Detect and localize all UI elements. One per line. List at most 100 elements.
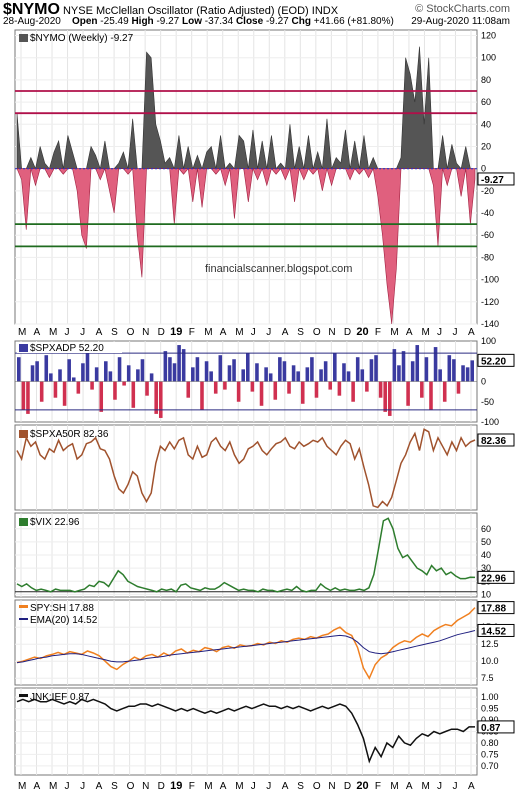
x-axis-label-bottom: N (142, 781, 149, 792)
adp-bar (291, 365, 296, 382)
ema20-legend: EMA(20) 14.52 (30, 615, 98, 626)
brand-date: 29-Aug-2020 11:08am (411, 16, 510, 27)
vix-ytick-label: 50 (481, 537, 491, 547)
adp-bar (49, 373, 53, 382)
adp-bar (236, 381, 241, 402)
adp-bar (186, 381, 191, 398)
nymo-ytick-label: 80 (481, 75, 491, 85)
x-axis-label-bottom: M (235, 781, 243, 792)
header-line-1: $NYMO NYSE McClellan Oscillator (Ratio A… (3, 1, 338, 19)
spxa50r-line (16, 428, 476, 509)
x-axis-label-bottom: A (96, 781, 103, 792)
vix-ytick-label: 30 (481, 563, 491, 573)
x-axis-label-top: M (204, 327, 212, 338)
x-axis-label-bottom: J (251, 781, 256, 792)
nymo-ytick-label: 0 (481, 164, 486, 174)
adp-bar (360, 369, 365, 382)
x-axis-label-top: J (65, 327, 70, 338)
x-axis-label-top: F (189, 327, 195, 338)
adp-bar (94, 367, 99, 382)
adp-bar (246, 353, 250, 382)
adp-bar (387, 381, 392, 416)
jnk-ief-ytick-label: 0.70 (481, 761, 499, 771)
adp-bar (58, 369, 62, 382)
adp-bar (232, 359, 236, 382)
adp-bar (268, 373, 273, 382)
adp-bar (39, 381, 44, 402)
x-axis-label-bottom: D (158, 781, 165, 792)
adp-bar (310, 357, 314, 382)
adp-bar (154, 381, 158, 414)
adp-bar (209, 371, 213, 382)
adp-ytick-label: -100 (481, 417, 499, 427)
open-value: -25.49 (100, 16, 129, 27)
adp-bar (278, 357, 282, 382)
vix-ytick-label: 60 (481, 524, 491, 534)
x-axis-label-bottom: M (49, 781, 57, 792)
x-axis-label-top: O (313, 327, 321, 338)
vix-legend: $VIX 22.96 (30, 517, 80, 528)
adp-bar (392, 349, 397, 382)
adp-bar (223, 381, 227, 390)
adp-bar (99, 381, 104, 412)
adp-ytick-label: 0 (481, 377, 486, 387)
x-axis-label-bottom: F (189, 781, 195, 792)
x-axis-label-top: A (220, 327, 227, 338)
adp-bar (90, 381, 94, 390)
x-axis-label-bottom: J (266, 781, 271, 792)
x-axis-label-top: M (18, 327, 26, 338)
adp-bar (300, 381, 305, 404)
x-axis-label-top: S (111, 327, 118, 338)
adp-bar (53, 381, 58, 398)
adp-bar (351, 381, 355, 402)
adp-bar (374, 355, 378, 382)
adp-legend-swatch (19, 344, 28, 352)
quote-date: 28-Aug-2020 (3, 16, 61, 27)
nymo-negative-area (16, 167, 476, 325)
jnk-ief-legend: JNK:IEF 0.87 (30, 692, 90, 703)
nymo-ytick-label: -80 (481, 252, 494, 262)
x-axis-label-top: J (266, 327, 271, 338)
adp-bar (149, 373, 154, 382)
adp-bar (145, 381, 149, 396)
x-axis-label-top: A (406, 327, 413, 338)
adp-bar (76, 381, 81, 394)
spy-sh-legend: SPY:SH 17.88 (30, 603, 94, 614)
x-axis-label-top: D (158, 327, 165, 338)
adp-bar (195, 357, 200, 382)
adp-bar (136, 369, 140, 382)
adp-bar (429, 381, 433, 410)
adp-bar (401, 351, 406, 382)
x-axis-label-top: J (437, 327, 442, 338)
watermark-text: financialscanner.blogspot.com (205, 263, 352, 275)
adp-bar (26, 381, 30, 414)
adp-bar (172, 363, 177, 382)
x-axis-label-bottom: J (437, 781, 442, 792)
x-axis-label-top: 19 (170, 326, 182, 338)
adp-bar (81, 363, 85, 382)
adp-bar (365, 381, 369, 392)
x-axis-label-bottom: J (80, 781, 85, 792)
adp-bar (113, 381, 117, 400)
spy-sh-ytick-label: 12.5 (481, 639, 499, 649)
jnk-ief-ytick-label: 1.00 (481, 692, 499, 702)
adp-bar (126, 365, 131, 382)
symbol-title: $NYMO (3, 1, 60, 18)
adp-bar (168, 357, 172, 382)
adp-legend: $SPXADP 52.20 (30, 343, 104, 354)
adp-bar (21, 381, 26, 410)
adp-bar (200, 381, 204, 410)
adp-bar (218, 355, 223, 382)
nymo-ytick-label: -20 (481, 186, 494, 196)
x-axis-label-bottom: N (328, 781, 335, 792)
x-axis-label-bottom: O (313, 781, 321, 792)
vix-legend-swatch (19, 518, 28, 526)
adp-bar (328, 381, 333, 390)
nymo-ytick-label: 120 (481, 31, 496, 41)
nymo-ytick-label: 100 (481, 53, 496, 63)
chg-label: Chg (291, 16, 311, 27)
ema20-last-value-box (477, 623, 515, 637)
vix-last-value: 22.96 (481, 573, 506, 584)
x-axis-label-bottom: 20 (356, 780, 368, 792)
x-axis-label-top: J (80, 327, 85, 338)
